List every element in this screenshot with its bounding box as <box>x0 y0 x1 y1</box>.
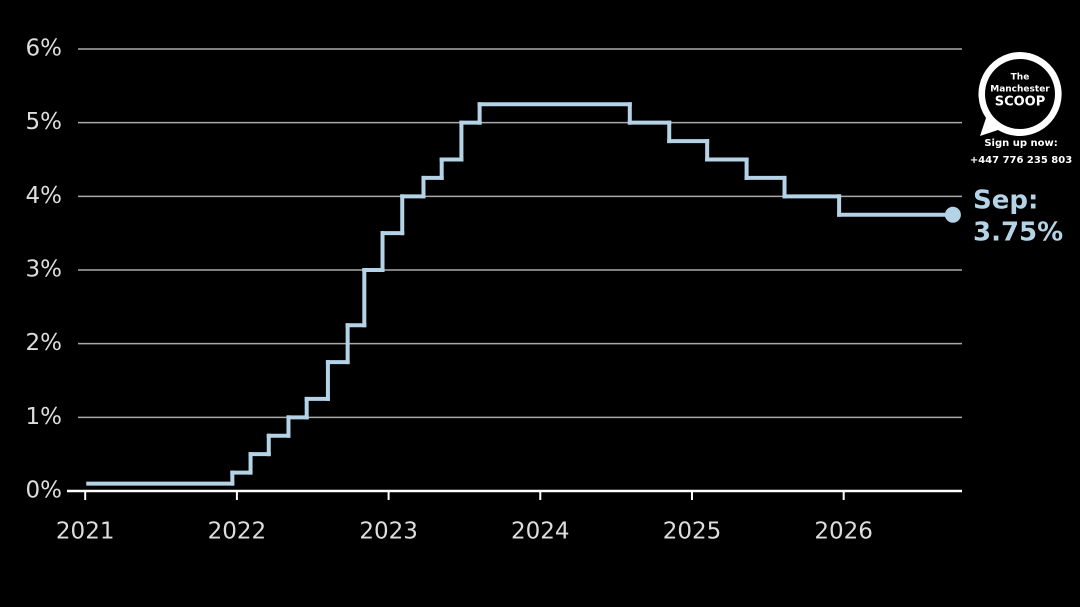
x-tick-label: 2021 <box>56 519 115 545</box>
x-tick-label: 2022 <box>208 519 267 545</box>
phone-text: +447 776 235 803 <box>970 155 1072 166</box>
x-tick-label: 2026 <box>814 519 873 545</box>
y-tick-label: 4% <box>26 183 63 209</box>
logo: The Manchester SCOOP Sign up now: +447 7… <box>970 52 1072 166</box>
y-tick-label: 0% <box>26 478 63 504</box>
logo-text: The <box>1011 73 1030 83</box>
y-tick-label: 3% <box>26 257 63 283</box>
y-tick-label: 2% <box>26 330 63 356</box>
x-tick-label: 2024 <box>511 519 570 545</box>
logo-text: Manchester <box>990 85 1050 95</box>
signup-text: Sign up now: <box>984 138 1057 149</box>
annotation-month: Sep: <box>973 186 1038 216</box>
logo-inner <box>985 59 1055 129</box>
annotation-value: 3.75% <box>973 218 1063 248</box>
logo-text: SCOOP <box>995 95 1046 110</box>
y-tick-label: 5% <box>26 109 63 135</box>
y-tick-label: 6% <box>26 36 63 62</box>
x-tick-label: 2023 <box>359 519 418 545</box>
end-marker <box>944 206 961 223</box>
x-tick-label: 2025 <box>663 519 722 545</box>
y-tick-label: 1% <box>26 404 63 430</box>
